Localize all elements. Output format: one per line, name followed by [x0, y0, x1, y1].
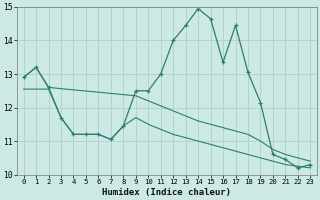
X-axis label: Humidex (Indice chaleur): Humidex (Indice chaleur)	[102, 188, 231, 197]
